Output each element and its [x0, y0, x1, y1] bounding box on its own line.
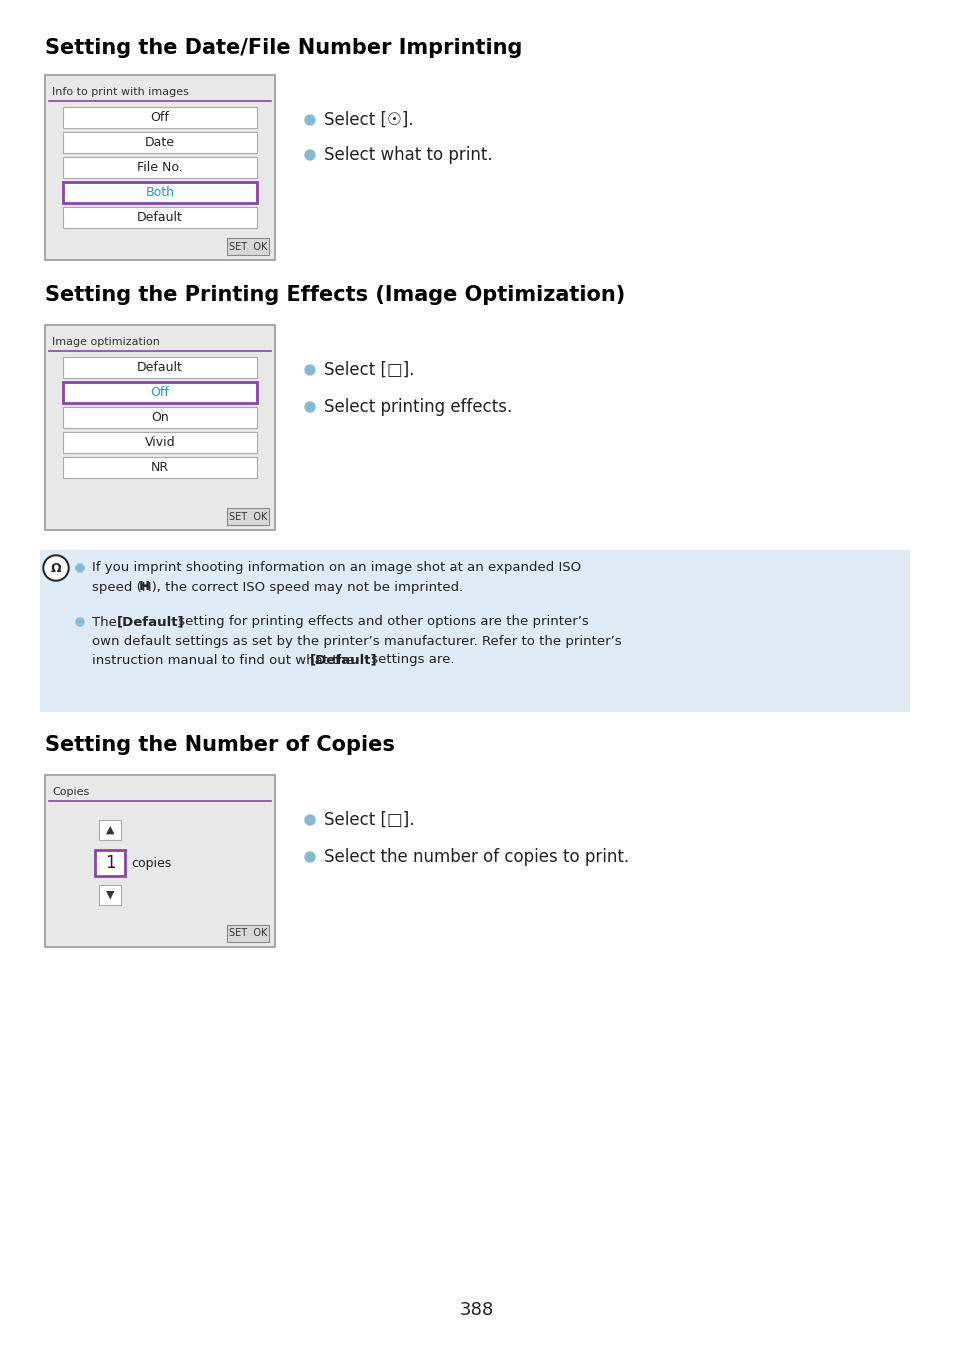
FancyBboxPatch shape	[63, 132, 256, 153]
FancyBboxPatch shape	[45, 775, 274, 947]
Text: speed (H), the correct ISO speed may not be imprinted.: speed (H), the correct ISO speed may not…	[91, 581, 463, 593]
Circle shape	[76, 564, 84, 572]
Text: SET  OK: SET OK	[229, 242, 267, 252]
Text: Select the number of copies to print.: Select the number of copies to print.	[324, 847, 628, 866]
FancyBboxPatch shape	[99, 885, 121, 905]
Text: Copies: Copies	[52, 787, 90, 798]
FancyBboxPatch shape	[95, 850, 125, 876]
Circle shape	[305, 815, 314, 824]
FancyBboxPatch shape	[63, 356, 256, 378]
FancyBboxPatch shape	[63, 432, 256, 453]
Text: ▼: ▼	[106, 890, 114, 900]
Text: [Default]: [Default]	[310, 654, 377, 667]
Text: copies: copies	[131, 857, 172, 869]
Text: Default: Default	[137, 360, 183, 374]
Text: Both: Both	[146, 186, 174, 199]
Text: Setting the Printing Effects (Image Optimization): Setting the Printing Effects (Image Opti…	[45, 285, 624, 305]
Text: Off: Off	[151, 386, 170, 399]
Text: NR: NR	[151, 461, 169, 473]
Text: Select what to print.: Select what to print.	[324, 147, 492, 164]
Text: SET  OK: SET OK	[229, 928, 267, 939]
Text: Ω: Ω	[51, 561, 61, 574]
Text: Image optimization: Image optimization	[52, 338, 160, 347]
Text: Vivid: Vivid	[145, 436, 175, 449]
Text: 388: 388	[459, 1301, 494, 1319]
Text: Date: Date	[145, 136, 174, 149]
Text: settings are.: settings are.	[367, 654, 454, 667]
FancyBboxPatch shape	[40, 550, 909, 712]
Text: setting for printing effects and other options are the printer’s: setting for printing effects and other o…	[173, 616, 588, 628]
Text: On: On	[151, 412, 169, 424]
Text: 1: 1	[105, 854, 115, 872]
FancyBboxPatch shape	[227, 238, 269, 256]
Text: Select printing effects.: Select printing effects.	[324, 398, 512, 416]
Circle shape	[305, 116, 314, 125]
Text: H: H	[139, 581, 150, 593]
Text: If you imprint shooting information on an image shot at an expanded ISO: If you imprint shooting information on a…	[91, 561, 580, 574]
Text: The: The	[91, 616, 121, 628]
FancyBboxPatch shape	[63, 207, 256, 229]
Text: Select [□].: Select [□].	[324, 360, 414, 379]
Text: Select [☉].: Select [☉].	[324, 112, 414, 129]
FancyBboxPatch shape	[63, 382, 256, 404]
FancyBboxPatch shape	[227, 508, 269, 525]
FancyBboxPatch shape	[63, 182, 256, 203]
Text: Setting the Number of Copies: Setting the Number of Copies	[45, 734, 395, 755]
Circle shape	[305, 851, 314, 862]
Text: own default settings as set by the printer’s manufacturer. Refer to the printer’: own default settings as set by the print…	[91, 635, 621, 647]
FancyBboxPatch shape	[63, 108, 256, 128]
Text: Default: Default	[137, 211, 183, 225]
FancyBboxPatch shape	[45, 325, 274, 530]
Text: Off: Off	[151, 112, 170, 124]
Text: Setting the Date/File Number Imprinting: Setting the Date/File Number Imprinting	[45, 38, 522, 58]
FancyBboxPatch shape	[63, 457, 256, 477]
Text: File No.: File No.	[137, 161, 183, 174]
FancyBboxPatch shape	[227, 925, 269, 941]
Circle shape	[76, 617, 84, 625]
Circle shape	[305, 364, 314, 375]
FancyBboxPatch shape	[99, 820, 121, 841]
Circle shape	[43, 555, 69, 581]
Circle shape	[305, 151, 314, 160]
FancyBboxPatch shape	[63, 157, 256, 178]
Text: [Default]: [Default]	[117, 616, 185, 628]
Text: SET  OK: SET OK	[229, 511, 267, 522]
FancyBboxPatch shape	[63, 408, 256, 428]
Circle shape	[305, 402, 314, 412]
Text: instruction manual to find out what the: instruction manual to find out what the	[91, 654, 358, 667]
Text: Select [□].: Select [□].	[324, 811, 414, 829]
Text: Info to print with images: Info to print with images	[52, 87, 189, 97]
Text: ▲: ▲	[106, 824, 114, 835]
Circle shape	[45, 557, 67, 578]
FancyBboxPatch shape	[45, 75, 274, 260]
